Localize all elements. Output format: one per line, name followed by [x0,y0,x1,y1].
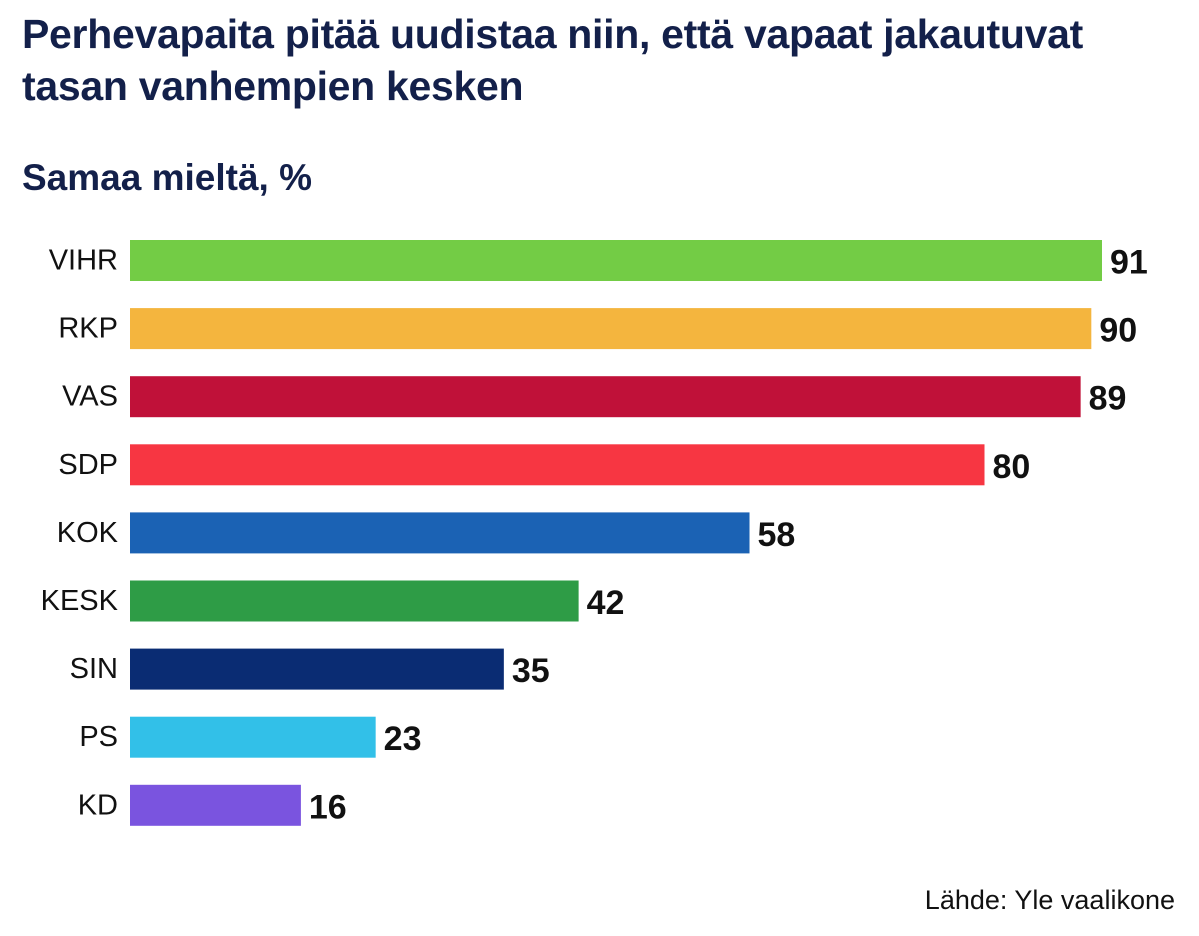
category-label-rkp: RKP [58,313,118,345]
bar-ps [130,716,376,758]
value-label-ps: 23 [384,720,422,758]
value-label-kesk: 42 [587,584,625,622]
chart-subtitle: Samaa mieltä, % [22,157,312,198]
bar-kd [130,784,301,826]
category-label-kesk: KESK [41,585,119,617]
bar-sin [130,648,504,690]
bar-chart: VIHR 91 RKP 90 VAS 89 SDP 80 KOK 58 KESK 42 SIN 35 PS 2… [41,240,1148,826]
bar-vas [130,376,1081,418]
category-label-ps: PS [79,721,118,753]
bar-sdp [130,444,985,486]
category-label-kd: KD [78,789,118,821]
chart-title: Perhevapaita pitää uudistaa niin, että v… [22,11,1083,109]
bar-vihr [130,240,1102,281]
value-label-vas: 89 [1089,380,1127,418]
value-label-kok: 58 [758,516,796,554]
category-label-sin: SIN [70,653,118,685]
bar-kesk [130,580,579,622]
category-label-kok: KOK [57,517,119,549]
value-label-kd: 16 [309,788,347,826]
value-label-rkp: 90 [1099,312,1137,350]
bar-rkp [130,308,1092,350]
category-label-vihr: VIHR [49,245,118,277]
value-label-sdp: 80 [993,448,1031,486]
category-label-sdp: SDP [58,449,118,481]
category-label-vas: VAS [62,381,118,413]
value-label-sin: 35 [512,652,550,690]
source-note: Lähde: Yle vaalikone [924,885,1175,915]
value-label-vihr: 91 [1110,244,1148,282]
bar-kok [130,512,750,554]
